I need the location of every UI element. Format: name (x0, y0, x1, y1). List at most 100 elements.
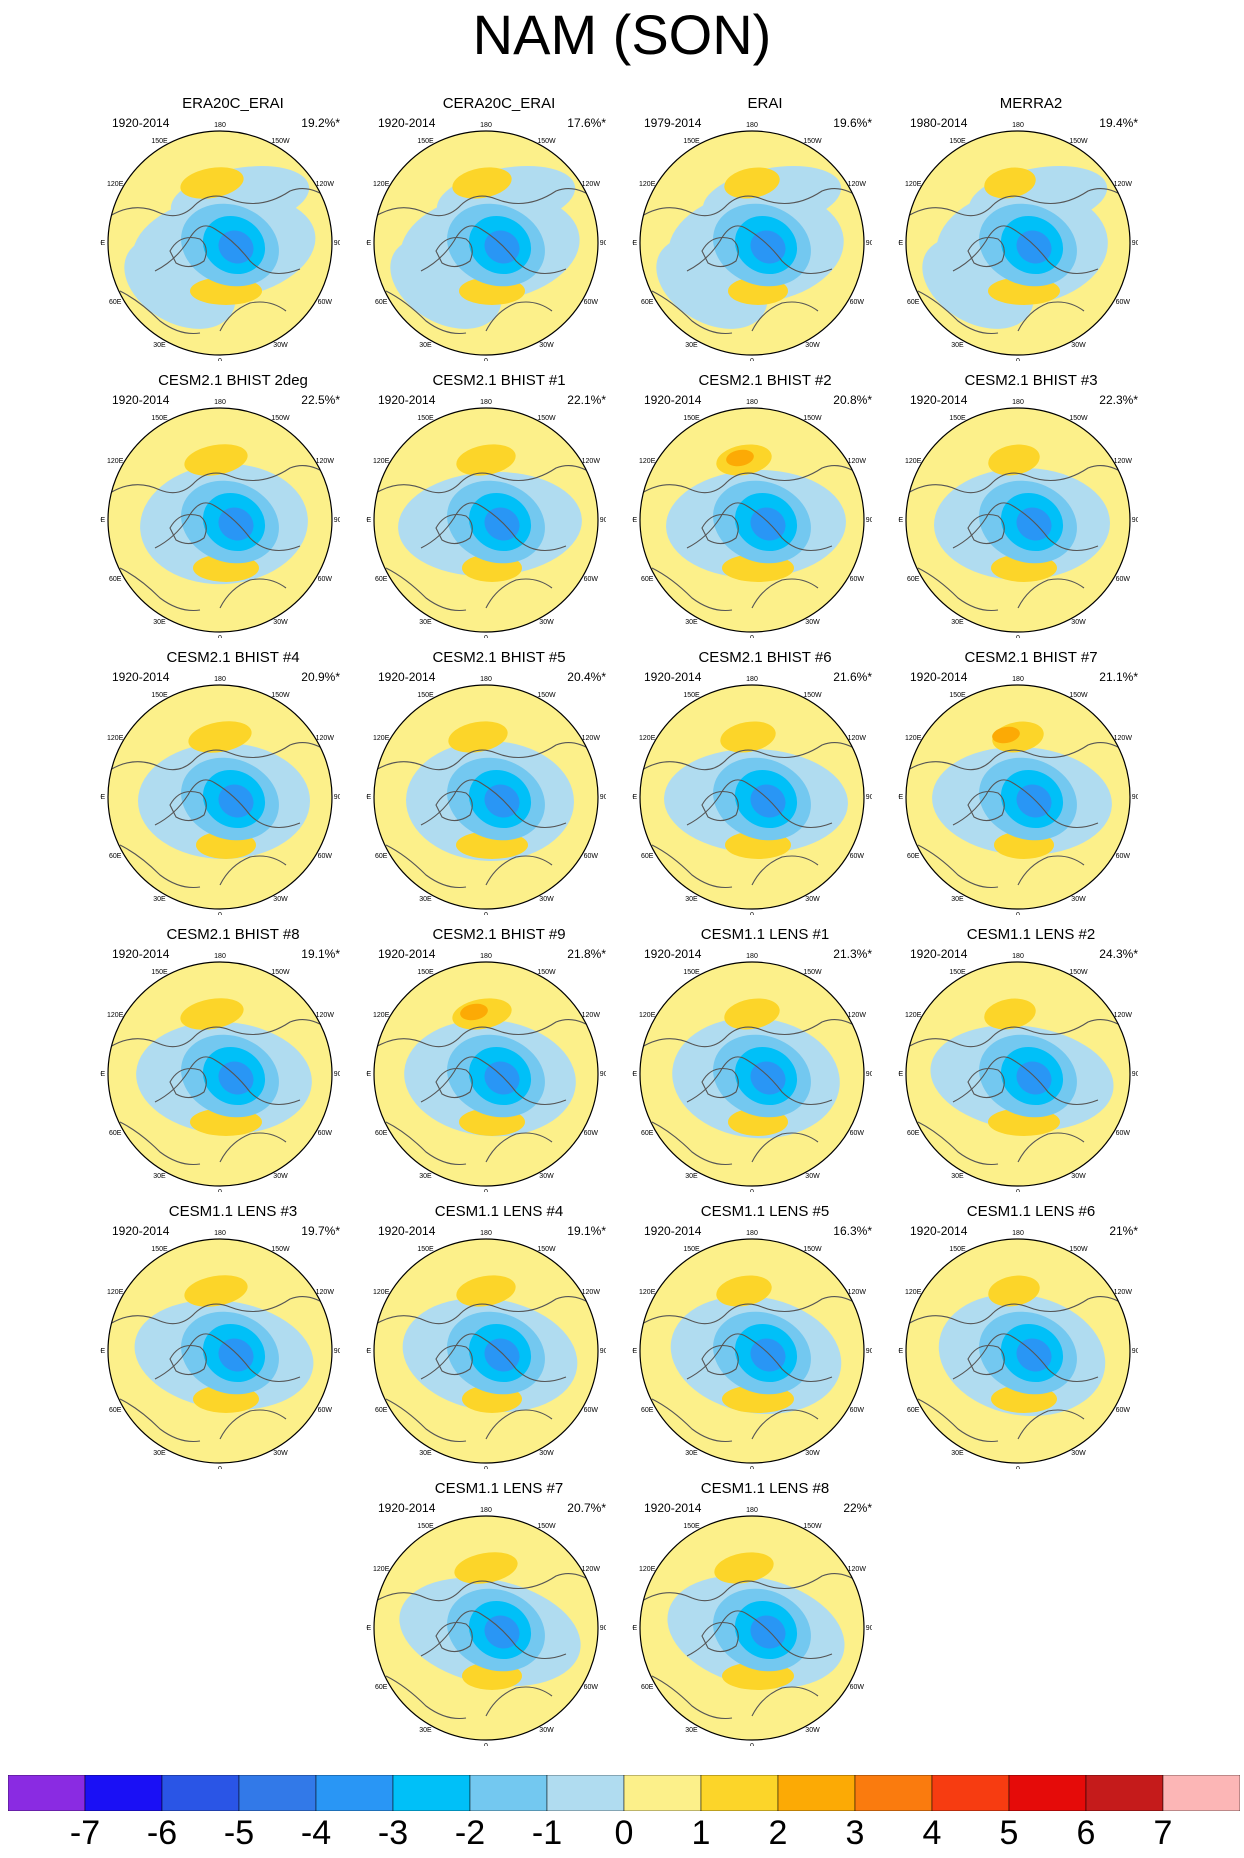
map-panel: CESM2.1 BHIST #1 1920-2014 22.1%* 180 150W 12… (366, 372, 632, 638)
longitude-label: 60E (907, 853, 920, 860)
longitude-label: 30E (685, 619, 698, 626)
map-boundary (639, 407, 865, 633)
longitude-label: 150W (537, 138, 556, 145)
longitude-label: 150W (803, 1246, 822, 1253)
longitude-label: 90W (1132, 240, 1138, 247)
colorbar-tick-label: -7 (69, 1814, 101, 1852)
longitude-label: 30E (153, 1173, 166, 1180)
polar-map: 180 150W 120W 90W 60W 30W 0 30E 60E 90E 120E 150E (898, 399, 1138, 638)
longitude-label: 150E (683, 1246, 700, 1253)
panel-title: CESM2.1 BHIST #6 (698, 649, 832, 666)
longitude-label: 30W (1071, 342, 1086, 349)
coastline (907, 1296, 1130, 1443)
longitude-label: 30E (685, 1450, 698, 1457)
longitude-label: 90E (366, 1625, 372, 1632)
panel-period: 1920-2014 (378, 116, 436, 130)
colorbar-box (931, 1775, 1010, 1811)
longitude-label: 60W (1116, 1130, 1131, 1137)
field-pos-pacific (448, 721, 508, 753)
longitude-label: 150W (537, 692, 556, 699)
longitude-label: 60W (850, 576, 865, 583)
longitude-label: 90W (1132, 517, 1138, 524)
longitude-label: 30W (805, 1173, 820, 1180)
colorbar-box (161, 1775, 240, 1811)
colorbar-tick-label: -5 (223, 1814, 255, 1852)
map-field (108, 408, 332, 632)
longitude-label: 120E (373, 458, 390, 465)
panel-period: 1920-2014 (378, 393, 436, 407)
panel-variance: 21.8%* (567, 947, 606, 961)
polar-map: 180 150W 120W 90W 60W 30W 0 30E 60E 90E 120E 150E (898, 122, 1138, 361)
field-pos-pacific (452, 167, 512, 199)
longitude-label: 0 (1016, 912, 1020, 915)
longitude-label: 90E (100, 240, 106, 247)
map-panel: ERAI 1979-2014 19.6%* 180 150W 120W 90W 60W 30W 0… (632, 95, 898, 361)
longitude-label: 120E (107, 1012, 124, 1019)
longitude-label: 150E (151, 138, 168, 145)
longitude-label: 120E (639, 1566, 656, 1573)
longitude-label: 150W (803, 692, 822, 699)
longitude-label: 60E (375, 299, 388, 306)
longitude-label: 180 (746, 1230, 758, 1237)
field-pos-pacific (184, 444, 248, 476)
longitude-label: 60W (584, 299, 599, 306)
longitude-label: 90E (632, 1625, 638, 1632)
longitude-label: 30W (273, 1450, 288, 1457)
coastline (641, 1019, 864, 1166)
panel-variance: 19.6%* (833, 116, 872, 130)
map-boundary (905, 961, 1131, 1187)
longitude-label: 180 (1012, 122, 1024, 129)
coastline (109, 465, 332, 612)
colorbar-box (469, 1775, 548, 1811)
colorbar-tick-label: 6 (1076, 1814, 1096, 1852)
longitude-label: 180 (746, 1507, 758, 1514)
longitude-label: 60E (641, 1684, 654, 1691)
longitude-label: 90E (366, 1348, 372, 1355)
longitude-label: 120E (373, 1012, 390, 1019)
longitude-label: 150E (949, 969, 966, 976)
panel-title: CESM1.1 LENS #4 (434, 1203, 564, 1220)
map-field (374, 131, 598, 355)
map-field (640, 962, 864, 1186)
longitude-label: 150E (417, 1246, 434, 1253)
longitude-label: 60E (907, 1130, 920, 1137)
longitude-label: 90E (366, 794, 372, 801)
longitude-label: 30E (419, 342, 432, 349)
field-pos-pacific (988, 444, 1040, 476)
panel-title: ERAI (747, 95, 783, 112)
longitude-label: 150W (803, 1523, 822, 1530)
longitude-label: 30E (685, 896, 698, 903)
colorbar-tick-label: 3 (845, 1814, 865, 1852)
map-panel: ERA20C_ERAI 1920-2014 19.2%* 180 150W 120W 90W… (100, 95, 366, 361)
field-pos-pacific-core (992, 726, 1020, 744)
longitude-label: 120W (1114, 735, 1133, 742)
longitude-label: 90W (600, 1348, 606, 1355)
colorbar-labels: -7 -6 -5 -4 -3 -2 -1 0 1 2 3 4 5 6 7 (0, 1814, 1244, 1858)
panel-variance: 24.3%* (1099, 947, 1138, 961)
map-field (374, 685, 598, 909)
longitude-label: 60W (584, 1130, 599, 1137)
map-field (374, 1239, 598, 1463)
longitude-label: 120W (316, 1289, 335, 1296)
panel-title: CESM2.1 BHIST #2 (698, 372, 832, 389)
panel-period: 1979-2014 (644, 116, 702, 130)
longitude-label: 30W (1071, 1450, 1086, 1457)
longitude-label: 120W (848, 458, 867, 465)
longitude-label: 90E (898, 794, 904, 801)
polar-map: 180 150W 120W 90W 60W 30W 0 30E 60E 90E 120E 150E (366, 1230, 606, 1469)
longitude-label: 60W (584, 1684, 599, 1691)
longitude-label: 0 (218, 1189, 222, 1192)
longitude-label: 60W (1116, 299, 1131, 306)
longitude-label: 180 (746, 122, 758, 129)
longitude-label: 0 (484, 912, 488, 915)
field-pos-pacific (724, 167, 780, 199)
longitude-label: 30W (539, 619, 554, 626)
colorbar-tick-label: 5 (999, 1814, 1019, 1852)
longitude-label: 30W (539, 896, 554, 903)
panel-title: MERRA2 (999, 95, 1063, 112)
map-panel: CESM2.1 BHIST #9 1920-2014 21.8%* 180 150W 12… (366, 926, 632, 1192)
longitude-label: 120W (848, 1566, 867, 1573)
panel-period: 1920-2014 (910, 947, 968, 961)
longitude-label: 180 (214, 1230, 226, 1237)
panel-period: 1920-2014 (644, 1224, 702, 1238)
